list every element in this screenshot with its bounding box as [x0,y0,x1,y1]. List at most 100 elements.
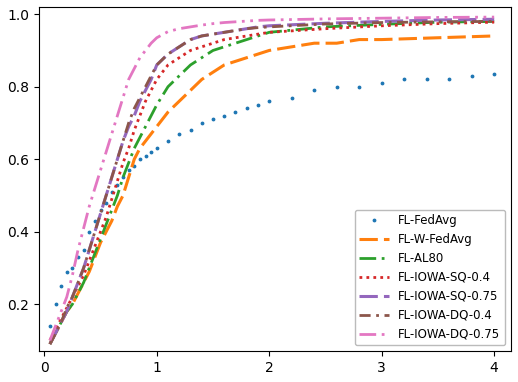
FL-IOWA-DQ-0.4 [137,95,143,100]
FL-IOWA-SQ-0.75 [97,211,104,216]
FL-FedAvg [233,110,239,114]
FL-IOWA-DQ-0.75 [148,41,154,45]
FL-IOWA-SQ-0.75 [92,230,98,234]
FL-FedAvg [86,230,92,234]
FL-IOWA-DQ-0.75 [435,15,441,20]
FL-FedAvg [120,175,126,180]
FL-FedAvg [424,77,430,82]
FL-W-FedAvg [379,37,385,42]
FL-FedAvg [58,284,64,288]
FL-AL80 [109,208,115,212]
FL-FedAvg [221,113,227,118]
FL-IOWA-DQ-0.4 [435,19,441,24]
FL-FedAvg [69,265,76,270]
FL-FedAvg [289,95,295,100]
FL-IOWA-SQ-0.75 [114,157,121,162]
FL-IOWA-DQ-0.75 [52,324,59,328]
FL-IOWA-DQ-0.4 [103,193,109,198]
FL-IOWA-SQ-0.4 [148,88,154,92]
Line: FL-IOWA-DQ-0.4: FL-IOWA-DQ-0.4 [50,21,494,344]
Line: FL-IOWA-DQ-0.75: FL-IOWA-DQ-0.75 [50,17,494,340]
FL-IOWA-SQ-0.4 [58,316,64,321]
FL-IOWA-SQ-0.75 [198,34,205,38]
FL-AL80 [198,55,205,60]
FL-IOWA-DQ-0.75 [210,21,216,26]
FL-W-FedAvg [52,331,59,335]
FL-IOWA-DQ-0.4 [92,230,98,234]
FL-IOWA-SQ-0.75 [154,63,160,67]
FL-IOWA-DQ-0.75 [233,19,239,24]
FL-FedAvg [103,201,109,205]
FL-IOWA-SQ-0.4 [255,32,261,36]
FL-AL80 [52,331,59,335]
FL-FedAvg [80,248,87,252]
FL-IOWA-SQ-0.75 [176,45,182,49]
FL-IOWA-SQ-0.75 [137,99,143,104]
FL-AL80 [233,41,239,45]
FL-FedAvg [165,139,171,143]
FL-AL80 [221,45,227,49]
FL-IOWA-SQ-0.75 [165,52,171,57]
FL-IOWA-DQ-0.4 [148,73,154,78]
FL-FedAvg [188,128,194,133]
FL-AL80 [75,291,81,296]
Line: FL-W-FedAvg: FL-W-FedAvg [50,36,494,344]
FL-W-FedAvg [97,240,104,245]
FL-W-FedAvg [243,55,250,60]
FL-IOWA-SQ-0.75 [109,175,115,180]
FL-AL80 [137,135,143,140]
FL-IOWA-SQ-0.75 [148,77,154,82]
Line: FL-IOWA-SQ-0.4: FL-IOWA-SQ-0.4 [50,22,494,340]
FL-IOWA-DQ-0.4 [109,175,115,180]
FL-IOWA-SQ-0.75 [103,193,109,198]
FL-IOWA-DQ-0.4 [322,22,328,26]
FL-AL80 [125,160,132,165]
FL-W-FedAvg [221,63,227,67]
FL-IOWA-DQ-0.75 [58,309,64,314]
FL-IOWA-SQ-0.4 [52,327,59,332]
FL-AL80 [131,146,137,151]
FL-W-FedAvg [142,139,149,143]
FL-IOWA-SQ-0.4 [131,128,137,133]
FL-IOWA-SQ-0.75 [255,24,261,29]
FL-AL80 [188,63,194,67]
FL-IOWA-DQ-0.4 [379,20,385,25]
FL-IOWA-SQ-0.4 [233,36,239,40]
FL-IOWA-SQ-0.75 [125,124,132,129]
FL-IOWA-SQ-0.4 [243,34,250,38]
FL-FedAvg [47,324,53,328]
FL-FedAvg [311,88,318,92]
FL-IOWA-DQ-0.4 [255,25,261,30]
FL-IOWA-SQ-0.4 [137,113,143,118]
FL-AL80 [322,24,328,29]
FL-IOWA-DQ-0.4 [125,121,132,125]
FL-IOWA-SQ-0.4 [47,338,53,343]
FL-IOWA-SQ-0.4 [176,55,182,60]
FL-AL80 [176,73,182,78]
FL-FedAvg [75,255,81,259]
FL-IOWA-SQ-0.4 [210,41,216,45]
FL-AL80 [97,237,104,241]
FL-IOWA-DQ-0.75 [137,55,143,60]
FL-AL80 [154,102,160,107]
FL-IOWA-DQ-0.4 [114,157,121,162]
FL-IOWA-DQ-0.75 [97,168,104,172]
FL-FedAvg [176,131,182,136]
FL-IOWA-DQ-0.75 [131,66,137,71]
FL-IOWA-DQ-0.75 [114,113,121,118]
FL-FedAvg [266,99,272,104]
FL-AL80 [47,342,53,346]
FL-IOWA-SQ-0.4 [86,258,92,263]
FL-IOWA-SQ-0.75 [75,280,81,285]
FL-W-FedAvg [233,59,239,64]
FL-IOWA-SQ-0.4 [491,20,497,24]
FL-IOWA-SQ-0.4 [103,215,109,220]
FL-IOWA-DQ-0.75 [69,273,76,277]
FL-FedAvg [446,77,452,82]
FL-IOWA-SQ-0.4 [379,24,385,28]
FL-IOWA-DQ-0.4 [266,24,272,29]
FL-AL80 [243,37,250,42]
FL-W-FedAvg [188,88,194,92]
FL-W-FedAvg [356,37,362,42]
FL-IOWA-SQ-0.75 [210,32,216,36]
